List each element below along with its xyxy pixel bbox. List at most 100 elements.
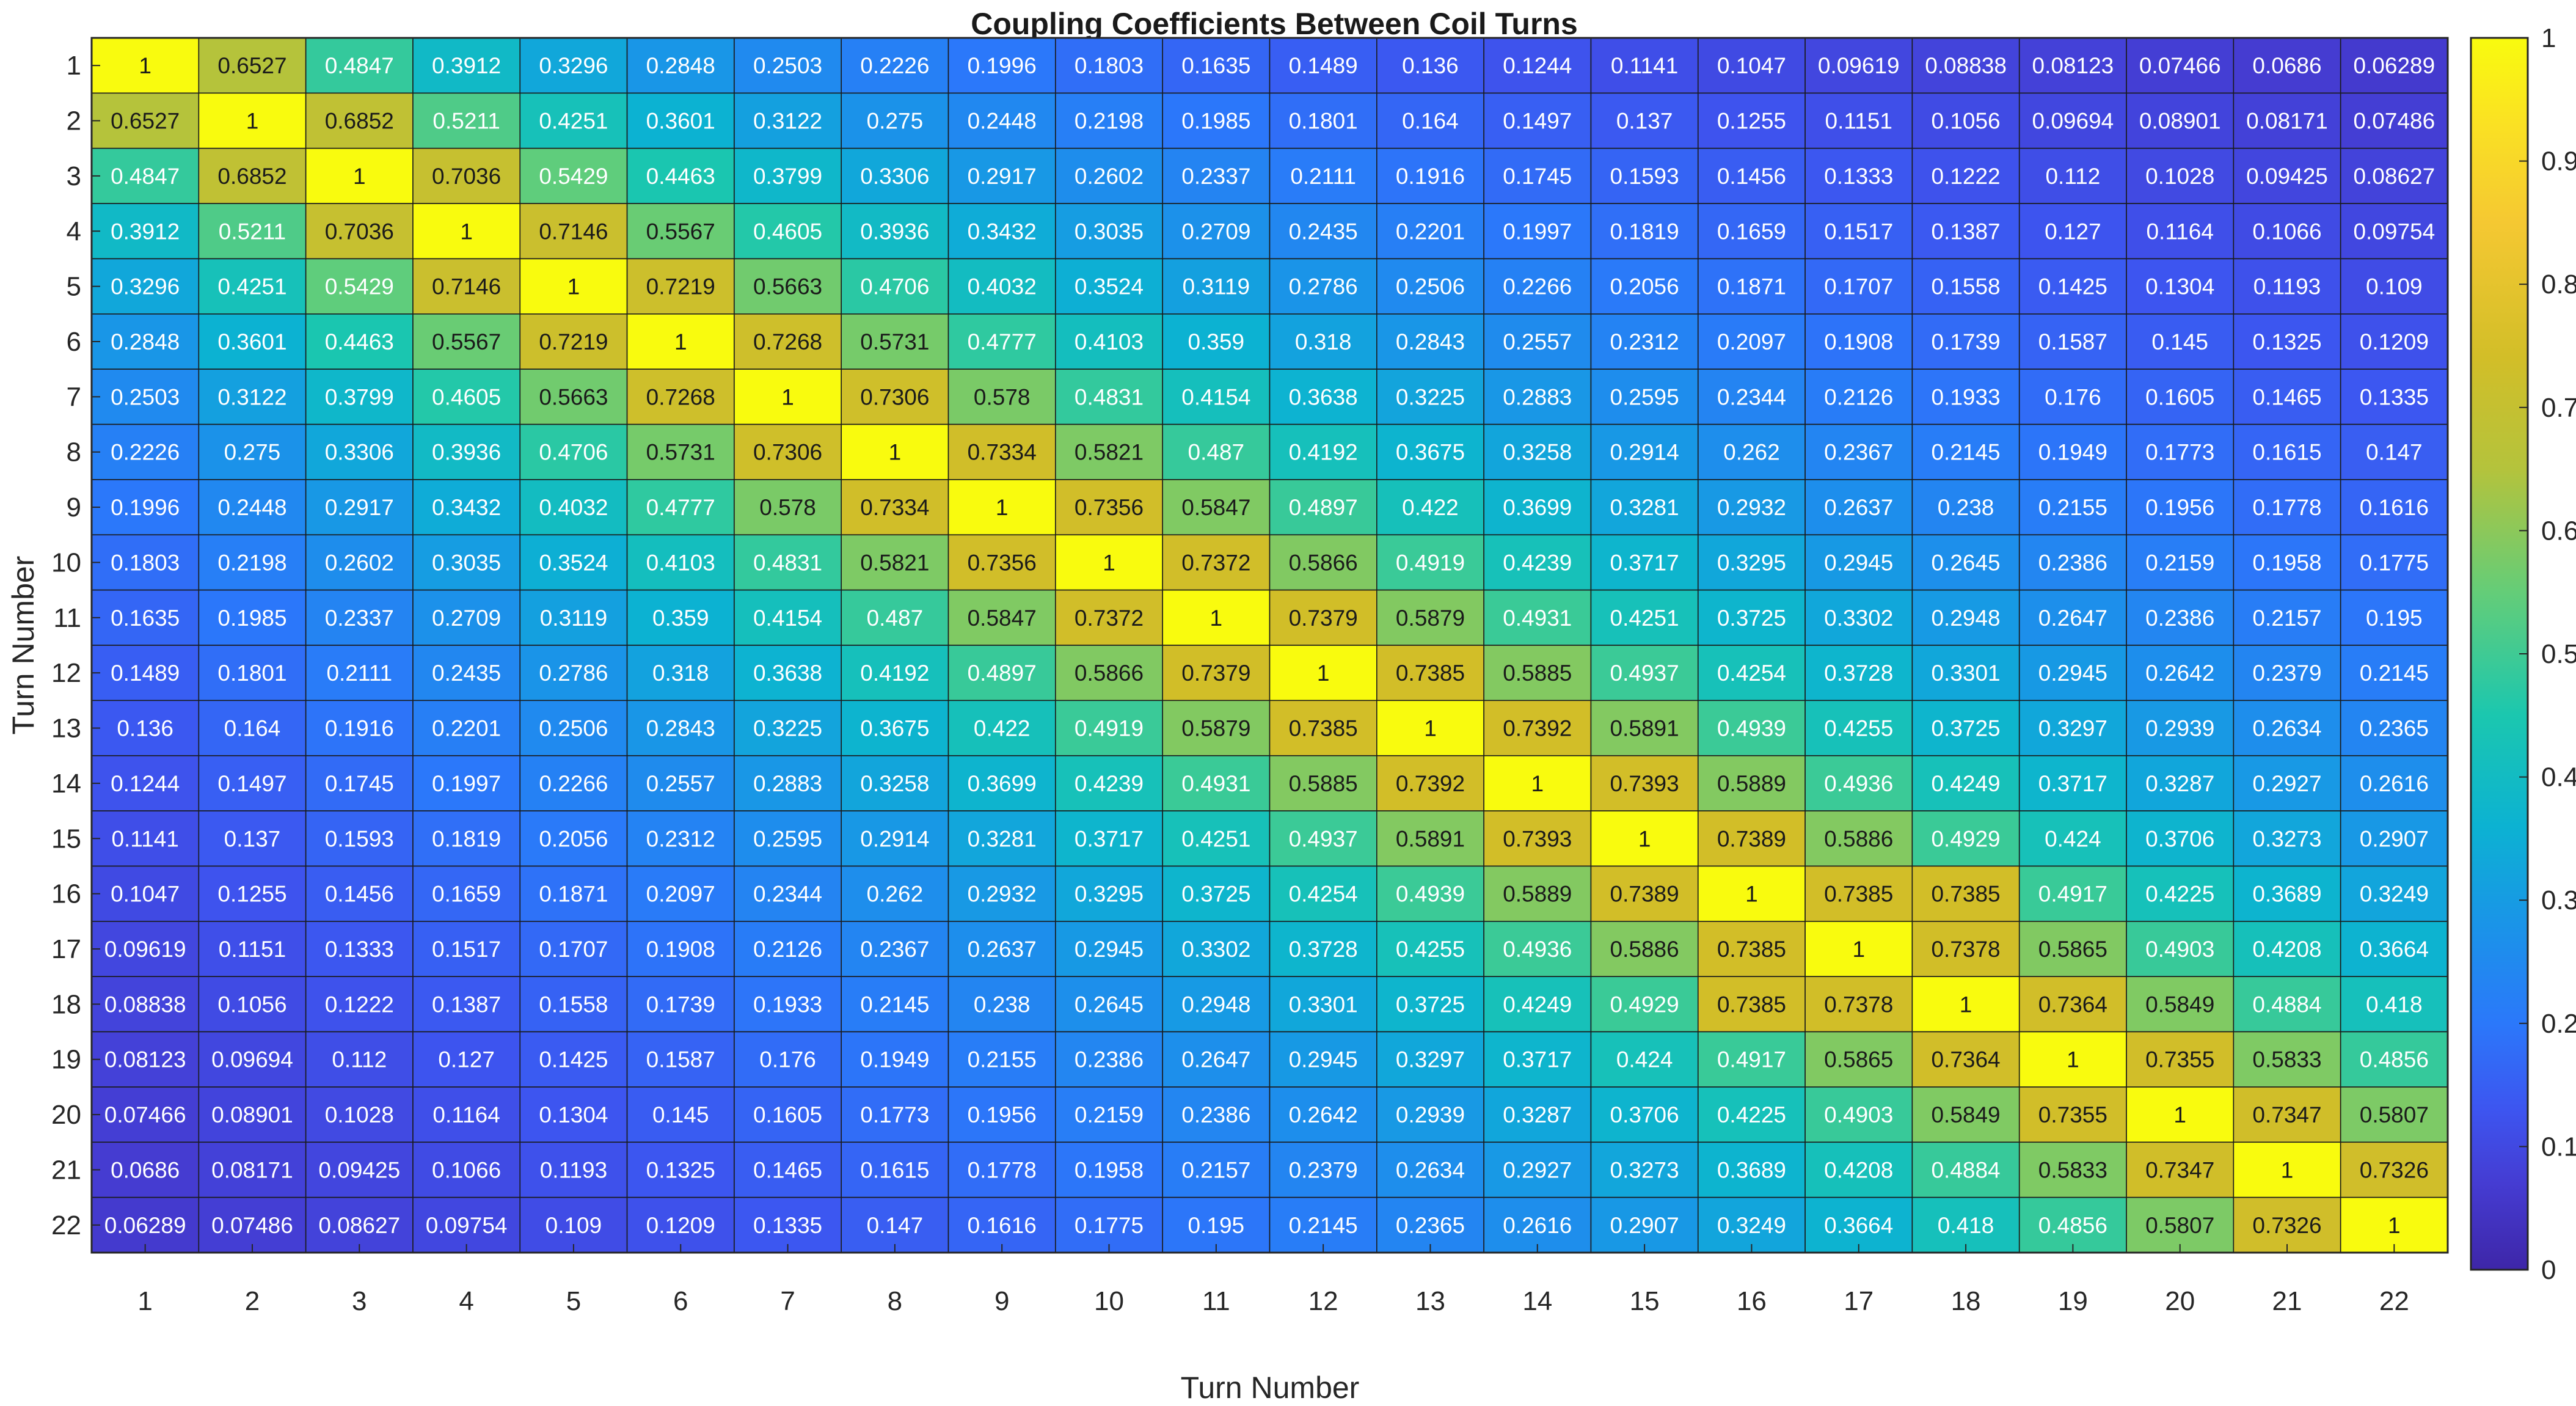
heatmap-cell xyxy=(1804,865,1913,922)
cell-value-label: 0.2056 xyxy=(539,826,608,851)
heatmap-cell xyxy=(305,589,414,646)
cell-value-label: 0.2927 xyxy=(2252,771,2321,796)
cell-value-label: 0.1497 xyxy=(217,771,286,796)
heatmap-cell xyxy=(626,1141,735,1198)
cell-value-label: 0.3675 xyxy=(1396,440,1465,465)
heatmap-cell xyxy=(626,423,735,480)
cell-value-label: 0.2939 xyxy=(1396,1102,1465,1127)
cell-value-label: 0.1819 xyxy=(1610,219,1679,244)
cell-value-label: 0.7364 xyxy=(1931,1047,2000,1072)
cell-value-label: 0.176 xyxy=(2045,384,2101,409)
x-tick-label: 17 xyxy=(1844,1286,1874,1316)
cell-value-label: 0.5821 xyxy=(860,550,929,575)
heatmap-cell xyxy=(91,1031,200,1088)
cell-value-label: 0.3122 xyxy=(217,384,286,409)
cell-value-label: 0.2848 xyxy=(111,329,180,354)
x-tick-label: 13 xyxy=(1415,1286,1445,1316)
heatmap-cell xyxy=(519,368,628,425)
cell-value-label: 0.7306 xyxy=(860,384,929,409)
heatmap-cell xyxy=(1483,976,1592,1033)
cell-value-label: 0.2145 xyxy=(1931,440,2000,465)
cell-value-label: 0.4777 xyxy=(968,329,1037,354)
heatmap-cell xyxy=(412,865,521,922)
heatmap-cell xyxy=(841,645,949,701)
cell-value-label: 0.1593 xyxy=(325,826,394,851)
y-tick-label: 1 xyxy=(67,51,81,81)
cell-value-label: 1 xyxy=(1424,716,1437,741)
cell-value-label: 0.238 xyxy=(974,992,1031,1017)
y-tick-label: 19 xyxy=(51,1045,81,1075)
heatmap-cell xyxy=(519,1141,628,1198)
heatmap-cell xyxy=(1376,589,1484,646)
cell-value-label: 0.1775 xyxy=(1075,1213,1144,1238)
cell-value-label: 0.1803 xyxy=(1075,53,1144,78)
cell-value-label: 0.4856 xyxy=(2038,1213,2107,1238)
cell-value-label: 0.4936 xyxy=(1503,937,1572,962)
heatmap-cell xyxy=(519,589,628,646)
cell-value-label: 1 xyxy=(1210,606,1223,631)
cell-value-label: 0.3601 xyxy=(217,329,286,354)
cell-value-label: 0.4192 xyxy=(1289,440,1358,465)
cell-value-label: 0.2595 xyxy=(1610,384,1679,409)
heatmap-cell xyxy=(1590,976,1699,1033)
cell-value-label: 0.08171 xyxy=(211,1157,293,1182)
cell-value-label: 0.7389 xyxy=(1717,826,1786,851)
cell-value-label: 0.3225 xyxy=(1396,384,1465,409)
heatmap-cell xyxy=(626,147,735,204)
cell-value-label: 0.164 xyxy=(1402,109,1459,134)
cell-value-label: 0.3295 xyxy=(1717,550,1786,575)
heatmap-cell xyxy=(626,645,735,701)
heatmap-cell xyxy=(1697,1141,1806,1198)
heatmap-cell xyxy=(841,258,949,315)
cell-value-label: 0.1209 xyxy=(646,1213,715,1238)
cell-value-label: 0.1558 xyxy=(539,992,608,1017)
heatmap-cell xyxy=(947,37,1056,94)
heatmap-cell xyxy=(1911,1031,2020,1088)
cell-value-label: 0.7364 xyxy=(2038,992,2107,1017)
cell-value-label: 0.2386 xyxy=(2038,550,2107,575)
cell-value-label: 0.3936 xyxy=(432,440,501,465)
heatmap-cell xyxy=(2340,755,2448,811)
cell-value-label: 0.4937 xyxy=(1289,826,1358,851)
heatmap-cell xyxy=(1804,92,1913,149)
cell-value-label: 1 xyxy=(2173,1102,2186,1127)
cell-value-label: 0.136 xyxy=(117,716,173,741)
cell-value-label: 0.3306 xyxy=(860,164,929,189)
cell-value-label: 0.3717 xyxy=(1610,550,1679,575)
cell-value-label: 0.359 xyxy=(1188,329,1245,354)
heatmap-cell xyxy=(2018,645,2127,701)
cell-value-label: 0.1244 xyxy=(1503,53,1572,78)
cell-value-label: 0.3689 xyxy=(2252,882,2321,907)
heatmap-cell xyxy=(841,976,949,1033)
heatmap-cell xyxy=(947,645,1056,701)
cell-value-label: 0.1141 xyxy=(1611,53,1678,78)
heatmap-cell xyxy=(412,534,521,591)
x-tick-label: 14 xyxy=(1522,1286,1552,1316)
cell-value-label: 0.3297 xyxy=(2038,716,2107,741)
heatmap-cell xyxy=(841,534,949,591)
heatmap-cell xyxy=(947,1031,1056,1088)
heatmap-cell xyxy=(1590,258,1699,315)
cell-value-label: 0.7036 xyxy=(432,164,501,189)
cell-value-label: 0.4192 xyxy=(860,661,929,686)
cell-value-label: 0.2503 xyxy=(753,53,822,78)
heatmap-cell xyxy=(947,865,1056,922)
heatmap-cell xyxy=(91,976,200,1033)
heatmap-cell xyxy=(2018,755,2127,811)
cell-value-label: 0.2159 xyxy=(2145,550,2214,575)
cell-value-label: 1 xyxy=(781,384,794,409)
cell-value-label: 0.1456 xyxy=(1717,164,1786,189)
heatmap-cell xyxy=(1697,37,1806,94)
cell-value-label: 0.4919 xyxy=(1075,716,1144,741)
cell-value-label: 0.2843 xyxy=(1396,329,1465,354)
heatmap-cell xyxy=(412,313,521,370)
cell-value-label: 0.4929 xyxy=(1931,826,2000,851)
y-tick-label: 5 xyxy=(67,272,81,302)
heatmap-cell xyxy=(412,645,521,701)
y-tick-label: 13 xyxy=(51,714,81,744)
cell-value-label: 0.3706 xyxy=(2145,826,2214,851)
cell-value-label: 0.578 xyxy=(759,495,816,520)
cell-value-label: 0.4103 xyxy=(1075,329,1144,354)
heatmap-cell xyxy=(1590,1086,1699,1143)
cell-value-label: 0.422 xyxy=(1402,495,1459,520)
